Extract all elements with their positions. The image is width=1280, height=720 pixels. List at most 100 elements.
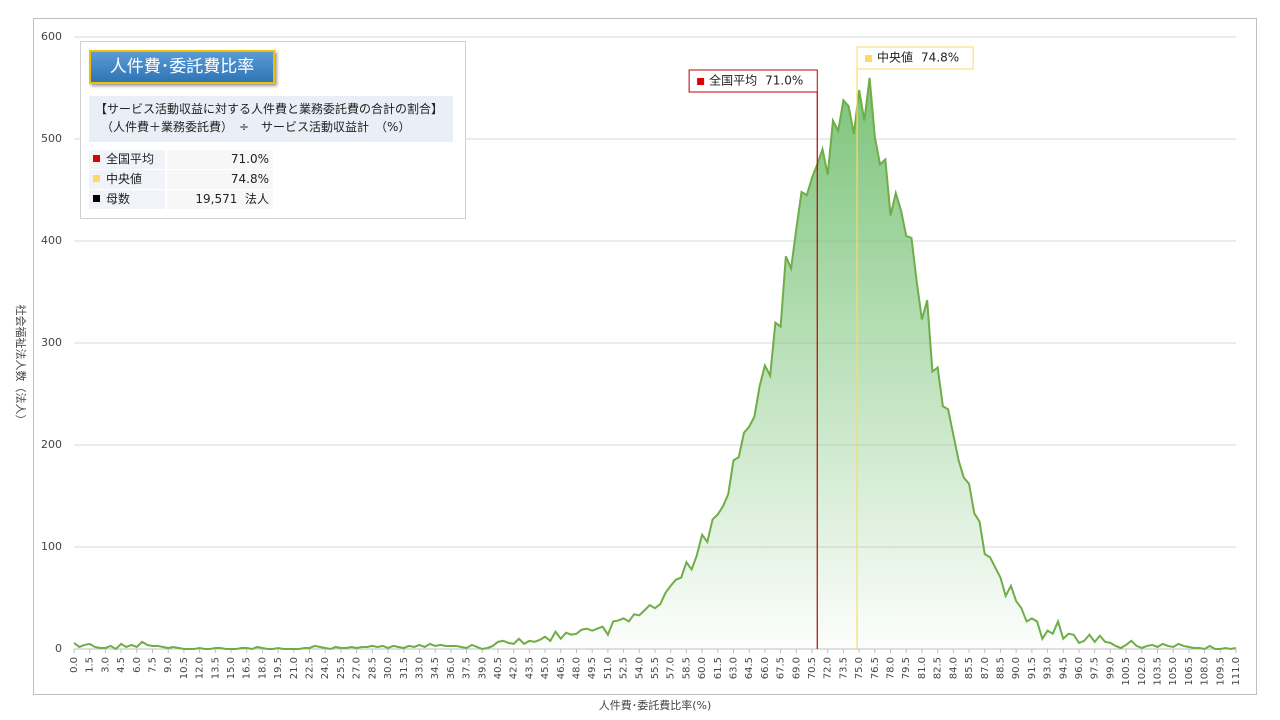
x-tick-label: 105.0 xyxy=(1168,657,1179,686)
x-tick-label: 48.0 xyxy=(571,657,582,679)
info-row: 母数 19,571 法人 xyxy=(89,190,273,209)
label-box xyxy=(688,69,818,93)
x-tick-label: 0.0 xyxy=(69,657,80,673)
x-tick-label: 78.0 xyxy=(886,657,897,679)
x-tick-label: 64.5 xyxy=(744,657,755,679)
y-tick-label: 0 xyxy=(55,642,62,655)
x-tick-label: 103.5 xyxy=(1152,657,1163,686)
x-tick-label: 3.0 xyxy=(100,657,111,673)
x-axis-label: 人件費･委託費比率(%) xyxy=(599,698,712,712)
x-tick-label: 94.5 xyxy=(1058,657,1069,679)
reference-value: 71.0% xyxy=(765,74,803,88)
row-value: 71.0% xyxy=(167,150,273,169)
desc-line: 【サービス活動収益に対する人件費と業務委託費の合計の割合】 xyxy=(95,102,444,116)
x-tick-label: 16.5 xyxy=(242,657,253,679)
x-tick-label: 4.5 xyxy=(116,657,127,673)
label-marker xyxy=(697,78,705,85)
x-tick-label: 109.5 xyxy=(1215,657,1226,686)
y-tick-label: 300 xyxy=(41,336,62,349)
x-tick-label: 66.0 xyxy=(760,657,771,679)
desc-line: （人件費＋業務委託費） ÷ サービス活動収益計 （%） xyxy=(101,120,411,134)
x-tick-label: 73.5 xyxy=(838,657,849,679)
x-tick-label: 99.0 xyxy=(1105,657,1116,679)
x-tick-label: 79.5 xyxy=(901,657,912,679)
x-tick-label: 21.0 xyxy=(289,657,300,679)
chart-frame xyxy=(33,18,1257,695)
x-tick-label: 43.5 xyxy=(524,657,535,679)
x-tick-label: 51.0 xyxy=(603,657,614,679)
x-tick-label: 69.0 xyxy=(791,657,802,679)
x-tick-label: 42.0 xyxy=(509,657,520,679)
info-title: 人件費･委託費比率 xyxy=(89,50,275,84)
area xyxy=(74,77,1236,650)
x-tick-label: 84.0 xyxy=(948,657,959,679)
x-tick-label: 102.0 xyxy=(1137,657,1148,686)
x-tick-label: 55.5 xyxy=(650,657,661,679)
x-tick-label: 60.0 xyxy=(697,657,708,679)
x-tick-label: 33.0 xyxy=(414,657,425,679)
row-label: 中央値 xyxy=(106,172,143,186)
y-axis-label: 社会福祉法人数（法人） xyxy=(14,305,28,426)
x-tick-label: 106.5 xyxy=(1184,657,1195,686)
label-box xyxy=(856,46,974,70)
x-tick-label: 85.5 xyxy=(964,657,975,679)
x-tick-label: 108.0 xyxy=(1200,657,1211,686)
info-row: 中央値 74.8% xyxy=(89,170,273,189)
row-label: 母数 xyxy=(106,192,131,206)
x-tick-label: 54.0 xyxy=(634,657,645,679)
y-tick-label: 400 xyxy=(41,234,62,247)
x-tick-label: 91.5 xyxy=(1027,657,1038,679)
x-tick-label: 63.0 xyxy=(729,657,740,679)
x-tick-label: 45.0 xyxy=(540,657,551,679)
x-tick-label: 61.5 xyxy=(713,657,724,679)
x-tick-label: 67.5 xyxy=(776,657,787,679)
x-tick-label: 76.5 xyxy=(870,657,881,679)
x-tick-label: 39.0 xyxy=(477,657,488,679)
reference-label: 中央値 74.8% xyxy=(856,46,974,70)
x-tick-label: 82.5 xyxy=(933,657,944,679)
x-tick-label: 22.5 xyxy=(305,657,316,679)
x-tick-label: 9.0 xyxy=(163,657,174,673)
info-row: 全国平均 71.0% xyxy=(89,150,273,169)
x-tick-label: 75.0 xyxy=(854,657,865,679)
x-tick-label: 30.0 xyxy=(383,657,394,679)
x-tick-label: 25.5 xyxy=(336,657,347,679)
info-rows: 全国平均 71.0% 中央値 74.8% 母数 19,571 法人 xyxy=(89,150,273,210)
x-tick-label: 46.5 xyxy=(556,657,567,679)
x-tick-label: 31.5 xyxy=(399,657,410,679)
x-tick-label: 6.0 xyxy=(132,657,143,673)
x-tick-label: 88.5 xyxy=(995,657,1006,679)
x-tick-label: 34.5 xyxy=(430,657,441,679)
reference-name: 全国平均 xyxy=(709,73,757,88)
reference-value: 74.8% xyxy=(921,51,959,65)
x-tick-label: 57.0 xyxy=(666,657,677,679)
x-tick-label: 87.0 xyxy=(980,657,991,679)
row-value: 19,571 法人 xyxy=(167,190,273,209)
y-tick-label: 200 xyxy=(41,438,62,451)
info-box: 人件費･委託費比率 【サービス活動収益に対する人件費と業務委託費の合計の割合】 … xyxy=(80,41,466,219)
x-tick-label: 100.5 xyxy=(1121,657,1132,686)
x-tick-label: 49.5 xyxy=(587,657,598,679)
row-key: 全国平均 xyxy=(89,150,165,169)
x-tick-label: 12.0 xyxy=(195,657,206,679)
x-tick-label: 24.0 xyxy=(320,657,331,679)
line xyxy=(73,77,1237,651)
x-tick-label: 111.0 xyxy=(1231,657,1242,686)
x-tick-label: 97.5 xyxy=(1090,657,1101,679)
y-tick-label: 600 xyxy=(41,30,62,43)
x-tick-label: 81.0 xyxy=(917,657,928,679)
x-tick-label: 96.0 xyxy=(1074,657,1085,679)
reference-name: 中央値 xyxy=(877,50,913,65)
x-tick-label: 15.0 xyxy=(226,657,237,679)
x-tick-label: 10.5 xyxy=(179,657,190,679)
y-tick-label: 500 xyxy=(41,132,62,145)
label-marker xyxy=(865,55,873,62)
x-tick-label: 70.5 xyxy=(807,657,818,679)
y-tick-label: 100 xyxy=(41,540,62,553)
x-tick-label: 18.0 xyxy=(257,657,268,679)
row-label: 全国平均 xyxy=(106,152,155,166)
row-marker xyxy=(93,175,100,182)
row-key: 母数 xyxy=(89,190,165,209)
row-value: 74.8% xyxy=(167,170,273,189)
